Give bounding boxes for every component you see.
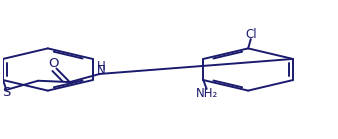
Text: Cl: Cl [246,28,257,41]
Text: S: S [2,86,10,99]
Text: O: O [48,57,58,70]
Text: H: H [97,60,106,73]
Text: N: N [97,64,106,77]
Text: NH₂: NH₂ [196,87,218,100]
